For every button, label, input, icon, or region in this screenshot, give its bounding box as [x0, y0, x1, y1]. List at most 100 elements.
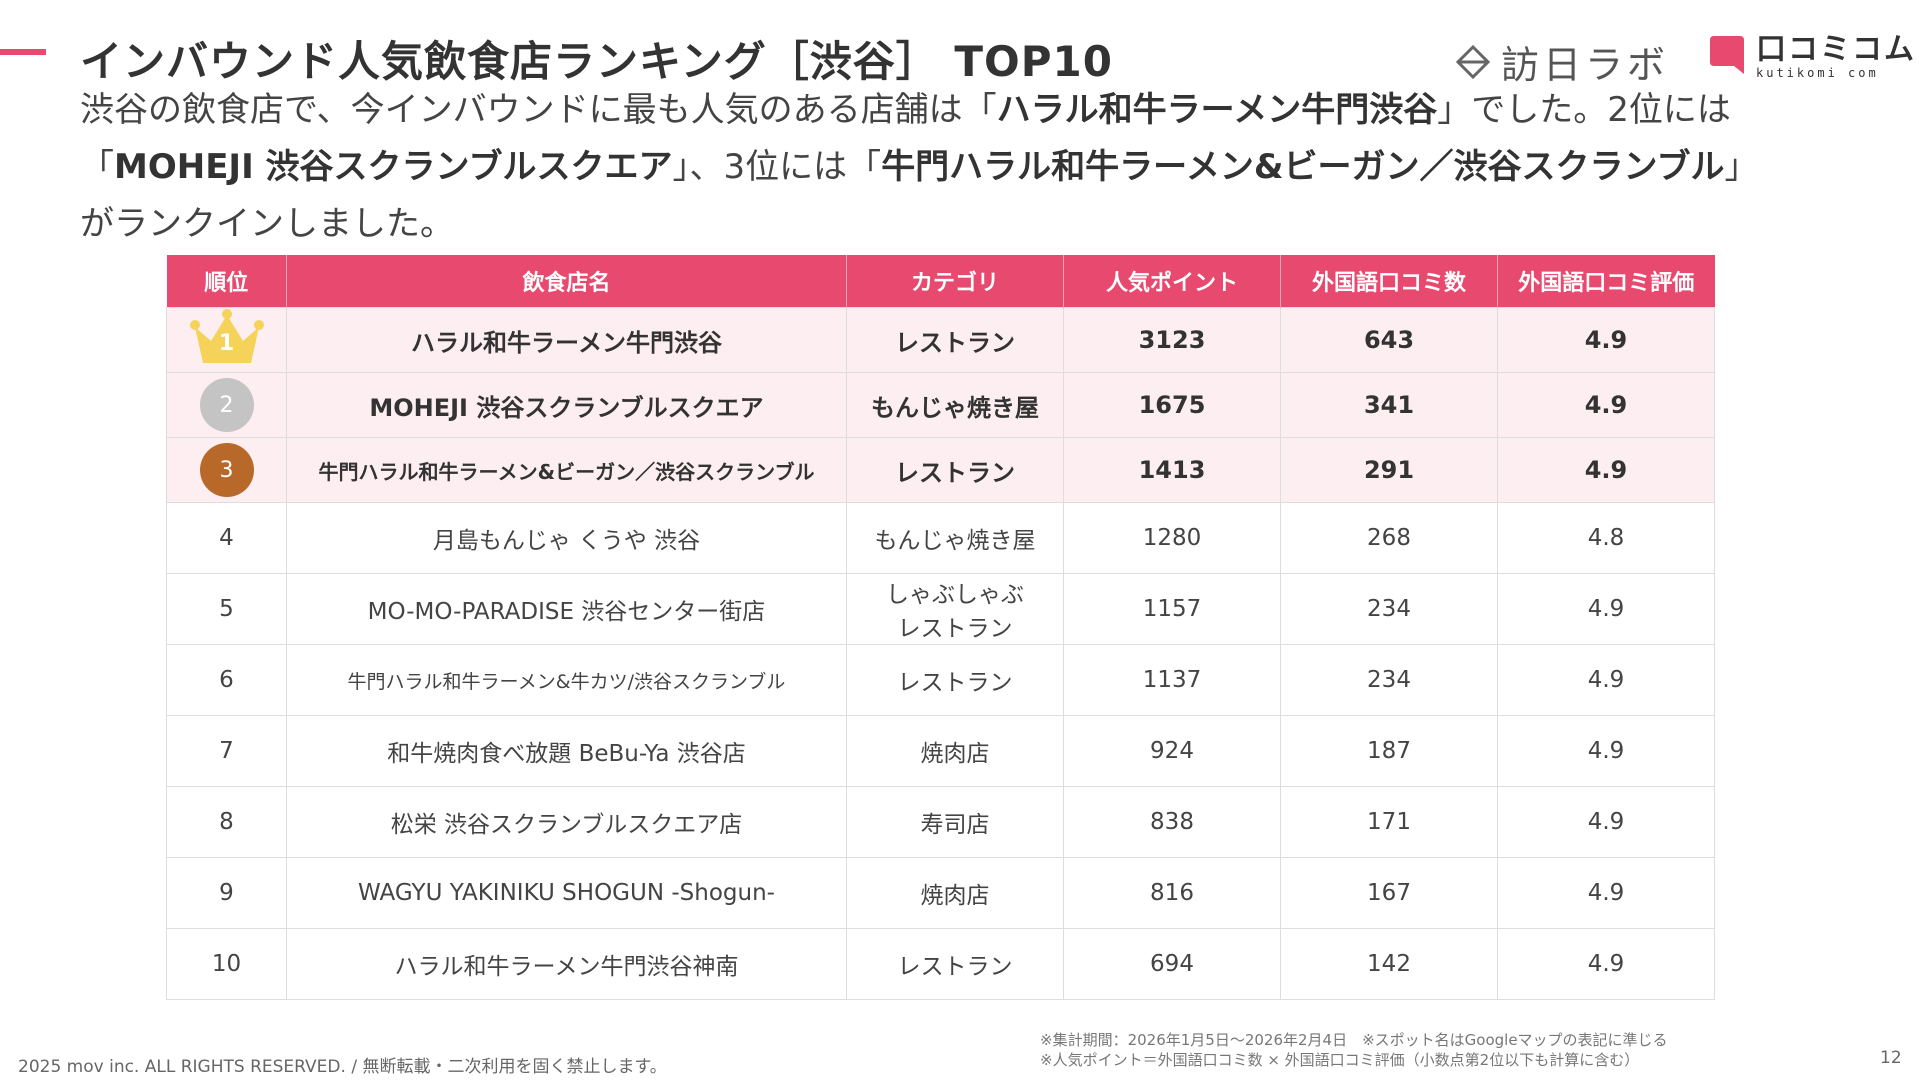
- popularity-points: 1157: [1063, 573, 1281, 645]
- rank-number: 7: [166, 715, 287, 787]
- header-popularity-points: 人気ポイント: [1063, 255, 1281, 308]
- ranking-table: 順位 飲食店名 カテゴリ 人気ポイント 外国語口コミ数 外国語口コミ評価 1: [166, 255, 1715, 1000]
- category: レストラン: [846, 928, 1064, 1000]
- popularity-points: 694: [1063, 928, 1281, 1000]
- rank-number: 9: [166, 857, 287, 929]
- table-row: 7 和牛焼肉食べ放題 BeBu-Ya 渋谷店 焼肉店 924 187 4.9: [166, 715, 1715, 787]
- page-number: 12: [1880, 1048, 1902, 1068]
- table-row: 5 MO-MO-PARADISE 渋谷センター街店 しゃぶしゃぶ レストラン 1…: [166, 573, 1715, 645]
- foreign-review-count: 268: [1280, 502, 1498, 574]
- footnotes: ※集計期間：2026年1月5日〜2026年2月4日 ※スポット名はGoogleマ…: [1040, 1030, 1668, 1070]
- table-row: 8 松栄 渋谷スクランブルスクエア店 寿司店 838 171 4.9: [166, 786, 1715, 858]
- header-foreign-review-count: 外国語口コミ数: [1280, 255, 1498, 308]
- foreign-review-rating: 4.9: [1497, 857, 1715, 929]
- foreign-review-count: 167: [1280, 857, 1498, 929]
- popularity-points: 1675: [1063, 372, 1281, 438]
- foreign-review-count: 187: [1280, 715, 1498, 787]
- title-accent-bar: [0, 49, 46, 55]
- popularity-points: 924: [1063, 715, 1281, 787]
- summary-part: 」: [1724, 147, 1759, 187]
- restaurant-name: 牛門ハラル和牛ラーメン&牛カツ/渋谷スクランブル: [286, 644, 847, 716]
- table-row: 2 MOHEJI 渋谷スクランブルスクエア もんじゃ焼き屋 1675 341 4…: [166, 372, 1715, 438]
- category-line: レストラン: [897, 616, 1013, 642]
- table-row: 10 ハラル和牛ラーメン牛門渋谷神南 レストラン 694 142 4.9: [166, 928, 1715, 1000]
- popularity-points: 838: [1063, 786, 1281, 858]
- restaurant-name: 月島もんじゃ くうや 渋谷: [286, 502, 847, 574]
- table-row: 3 牛門ハラル和牛ラーメン&ビーガン／渋谷スクランブル レストラン 1413 2…: [166, 437, 1715, 503]
- kuchikomi-com-logo-text: 口コミコム: [1756, 32, 1916, 67]
- bronze-medal-icon: 3: [199, 443, 254, 497]
- restaurant-name: 牛門ハラル和牛ラーメン&ビーガン／渋谷スクランブル: [286, 437, 847, 503]
- popularity-points: 1280: [1063, 502, 1281, 574]
- category-line: しゃぶしゃぶ: [886, 582, 1024, 608]
- category: レストラン: [846, 307, 1064, 373]
- foreign-review-rating: 4.8: [1497, 502, 1715, 574]
- category: 寿司店: [846, 786, 1064, 858]
- foreign-review-count: 234: [1280, 573, 1498, 645]
- restaurant-name: 和牛焼肉食べ放題 BeBu-Ya 渋谷店: [286, 715, 847, 787]
- restaurant-name: ハラル和牛ラーメン牛門渋谷: [286, 307, 847, 373]
- kuchikomi-com-logo-subtext: kutikomi com: [1756, 66, 1879, 80]
- table-row: 1 ハラル和牛ラーメン牛門渋谷 レストラン 3123 643 4.9: [166, 307, 1715, 373]
- houjin-labo-logo-text: 訪日ラボ: [1501, 43, 1670, 87]
- rank-number: 6: [166, 644, 287, 716]
- category: 焼肉店: [846, 857, 1064, 929]
- category: レストラン: [846, 437, 1064, 503]
- copyright-text: 2025 mov inc. ALL RIGHTS RESERVED. / 無断転…: [18, 1057, 667, 1077]
- foreign-review-count: 142: [1280, 928, 1498, 1000]
- restaurant-name: MOHEJI 渋谷スクランブルスクエア: [286, 372, 847, 438]
- footnote-period: ※集計期間：2026年1月5日〜2026年2月4日 ※スポット名はGoogleマ…: [1040, 1031, 1668, 1049]
- category: もんじゃ焼き屋: [846, 502, 1064, 574]
- category: もんじゃ焼き屋: [846, 372, 1064, 438]
- silver-medal-icon: 2: [199, 378, 254, 432]
- summary-part: 「: [80, 147, 114, 187]
- table-row: 6 牛門ハラル和牛ラーメン&牛カツ/渋谷スクランブル レストラン 1137 23…: [166, 644, 1715, 716]
- table-header-row: 順位 飲食店名 カテゴリ 人気ポイント 外国語口コミ数 外国語口コミ評価: [166, 255, 1715, 308]
- foreign-review-rating: 4.9: [1497, 372, 1715, 438]
- houjin-labo-logo: 訪日ラボ: [1455, 34, 1669, 89]
- page-title: インバウンド人気飲食店ランキング［渋谷］ TOP10: [80, 37, 1113, 86]
- category: レストラン: [846, 644, 1064, 716]
- rank-number: 1: [218, 331, 235, 356]
- header-rank: 順位: [166, 255, 287, 308]
- foreign-review-rating: 4.9: [1497, 307, 1715, 373]
- gold-crown-icon: 1: [187, 309, 267, 365]
- popularity-points: 1137: [1063, 644, 1281, 716]
- header-category: カテゴリ: [846, 255, 1064, 308]
- summary-text: 渋谷の飲食店で、今インバウンドに最も人気のある店舗は「ハラル和牛ラーメン牛門渋谷…: [80, 82, 1840, 253]
- foreign-review-count: 291: [1280, 437, 1498, 503]
- foreign-review-rating: 4.9: [1497, 715, 1715, 787]
- header-foreign-review-rating: 外国語口コミ評価: [1497, 255, 1715, 308]
- rank-number: 8: [166, 786, 287, 858]
- foreign-review-count: 341: [1280, 372, 1498, 438]
- category: しゃぶしゃぶ レストラン: [846, 573, 1064, 645]
- rank-number: 5: [166, 573, 287, 645]
- summary-part: 」、3位には「: [672, 147, 882, 187]
- summary-part: 」でした。2位には: [1437, 90, 1731, 130]
- table-row: 4 月島もんじゃ くうや 渋谷 もんじゃ焼き屋 1280 268 4.8: [166, 502, 1715, 574]
- foreign-review-rating: 4.9: [1497, 928, 1715, 1000]
- rank-number: 2: [219, 392, 234, 418]
- rank-cell: 2: [166, 372, 287, 438]
- summary-part: 渋谷の飲食店で、今インバウンドに最も人気のある店舗は「: [80, 90, 997, 130]
- kuchikomi-com-logo: 口コミコム kutikomi com: [1708, 34, 1916, 80]
- footnote-formula: ※人気ポイント＝外国語口コミ数 × 外国語口コミ評価（小数点第2位以下も計算に含…: [1040, 1051, 1640, 1069]
- popularity-points: 1413: [1063, 437, 1281, 503]
- rank-number: 10: [166, 928, 287, 1000]
- summary-rank1-name: ハラル和牛ラーメン牛門渋谷: [996, 90, 1438, 130]
- rank-number: 3: [219, 457, 234, 483]
- foreign-review-count: 234: [1280, 644, 1498, 716]
- foreign-review-count: 171: [1280, 786, 1498, 858]
- houjin-labo-mark-icon: [1455, 44, 1491, 79]
- summary-part: がランクインしました。: [80, 204, 454, 244]
- restaurant-name: MO-MO-PARADISE 渋谷センター街店: [286, 573, 847, 645]
- foreign-review-count: 643: [1280, 307, 1498, 373]
- rank-cell: 3: [166, 437, 287, 503]
- popularity-points: 816: [1063, 857, 1281, 929]
- category: 焼肉店: [846, 715, 1064, 787]
- restaurant-name: 松栄 渋谷スクランブルスクエア店: [286, 786, 847, 858]
- rank-number: 4: [166, 502, 287, 574]
- restaurant-name: ハラル和牛ラーメン牛門渋谷神南: [286, 928, 847, 1000]
- foreign-review-rating: 4.9: [1497, 644, 1715, 716]
- rank-cell: 1: [166, 307, 287, 373]
